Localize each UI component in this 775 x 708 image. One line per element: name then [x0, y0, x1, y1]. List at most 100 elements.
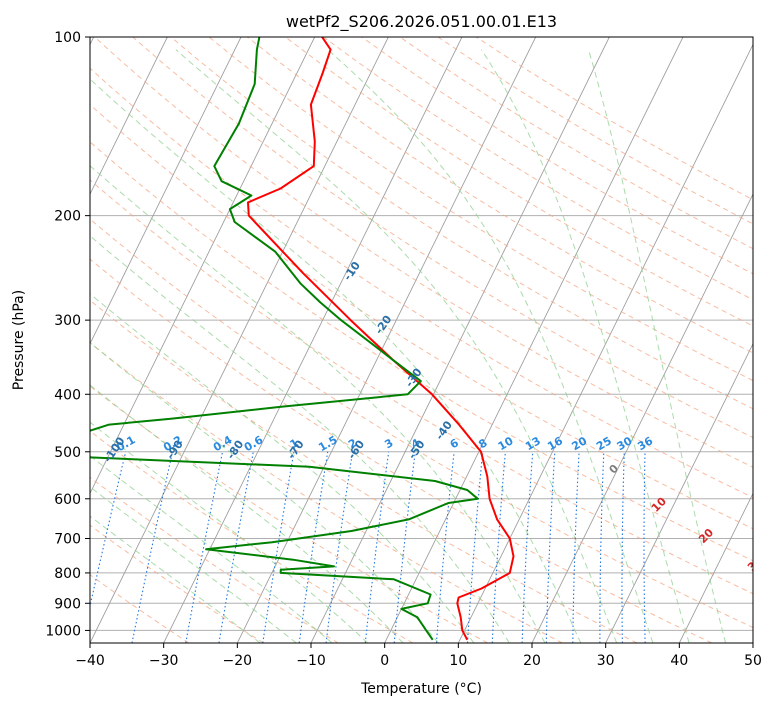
mixing-ratio-line [621, 451, 625, 643]
mixing-ratio-line [131, 451, 174, 643]
dry-adiabat-label: -20 [372, 313, 394, 337]
dry-adiabat-line [90, 218, 753, 629]
y-tick-label: 200 [54, 209, 81, 225]
y-tick-label: 500 [54, 445, 81, 461]
mixing-ratio-line [599, 451, 605, 643]
y-tick-label: 400 [54, 387, 81, 403]
mixing-ratio-line [393, 451, 416, 643]
plot-frame [89, 36, 754, 644]
dry-adiabat-line [90, 179, 753, 595]
annotations-group: 0.1 0.2 0.4 0.6 1 1.5 2 3 4 6 8 10 13 16 20 25 30 36-100-… [101, 259, 765, 574]
temperature-line [247, 37, 515, 641]
isotherm-line [457, 43, 753, 643]
moist-adiabat-line [480, 49, 690, 643]
dry-adiabat-line [208, 37, 753, 382]
x-tick-label: 20 [523, 653, 541, 669]
dry-adiabat-line [323, 37, 753, 301]
dry-adiabat-line [399, 37, 753, 250]
y-tick-label: 800 [54, 566, 81, 582]
y-tick-label: 700 [54, 532, 81, 548]
dry-adiabat-line [90, 258, 712, 643]
moist-adiabat-line [90, 515, 261, 643]
mixing-ratio-label: 36 [635, 434, 655, 453]
y-tick-label: 1000 [45, 623, 81, 639]
mixing-ratio-label: 6 [448, 436, 461, 451]
x-tick-label: 0 [380, 653, 389, 669]
moist-adiabat-label: 10 [649, 494, 669, 514]
mixing-ratio-line [521, 451, 534, 643]
mixing-ratio-label: 25 [594, 434, 614, 453]
mixing-ratio-line [90, 451, 127, 609]
dry-adiabat-line [285, 37, 753, 327]
mixing-ratio-label: 10 [496, 434, 516, 453]
chart-title: wetPf2_S206.2026.051.00.01.E13 [286, 12, 557, 32]
y-tick-label: 100 [54, 30, 81, 46]
isotherm-line [605, 342, 753, 643]
dry-adiabat-line [90, 341, 563, 643]
isotherm-line [90, 37, 168, 196]
dry-adiabat-line [475, 37, 753, 201]
x-tick-label: −30 [149, 653, 179, 669]
isotherm-line [90, 37, 242, 345]
x-tick-label: 30 [597, 653, 615, 669]
dry-adiabat-line [132, 37, 753, 439]
mixing-ratio-line [643, 451, 646, 643]
mixing-ratio-line [364, 451, 390, 643]
background-lines [90, 37, 753, 643]
mixing-ratio-line [435, 451, 455, 643]
isotherm-line [678, 492, 753, 643]
dry-adiabat-line [90, 299, 638, 643]
x-axis-label: Temperature (°C) [360, 681, 482, 697]
y-tick-label: 300 [54, 313, 81, 329]
mixing-ratio-label: 0.6 [242, 433, 266, 454]
moist-adiabat-label: 20 [696, 526, 716, 546]
mixing-ratio-line [572, 451, 580, 643]
x-tick-label: 50 [744, 653, 762, 669]
axes-group: −40 −30 −20 −10 0 10 20 30 40 5010020030040050060… [45, 30, 762, 669]
dry-adiabat-label: -10 [341, 259, 363, 283]
moist-adiabat-line [90, 342, 439, 643]
moist-adiabat-line [90, 235, 510, 643]
dry-adiabat-line [90, 67, 753, 499]
isotherm-line [163, 37, 463, 643]
dry-adiabat-line [90, 385, 488, 643]
moist-adiabat-line [175, 49, 618, 643]
moist-adiabat-line [90, 293, 475, 643]
dry-adiabat-line [90, 476, 339, 643]
mixing-ratio-line [466, 451, 484, 643]
series-group [90, 37, 515, 641]
dry-adiabat-line [170, 37, 753, 410]
x-tick-label: −40 [75, 653, 105, 669]
dry-adiabat-line [246, 37, 753, 354]
dewpoint-line [90, 37, 479, 641]
moist-adiabat-line [90, 455, 333, 643]
moist-adiabat-line [90, 486, 297, 643]
dry-adiabat-line [361, 37, 753, 275]
dry-adiabat-line [90, 141, 753, 562]
dry-adiabat-line [90, 574, 190, 643]
moist-adiabat-line [588, 49, 727, 643]
isotherm-line [531, 193, 753, 643]
mixing-ratio-label: 20 [569, 434, 589, 453]
x-tick-label: −10 [296, 653, 326, 669]
y-axis-label: Pressure (hPa) [11, 290, 27, 390]
isotherm-line [236, 37, 537, 643]
dry-adiabat-line [90, 430, 414, 643]
x-tick-label: 40 [670, 653, 688, 669]
mixing-ratio-label: 3 [382, 436, 395, 451]
y-tick-label: 900 [54, 596, 81, 612]
moist-adiabat-label: 0 [607, 462, 622, 477]
dry-adiabat-line [90, 104, 753, 530]
moist-adiabat-line [90, 384, 404, 643]
mixing-ratio-label: 13 [523, 434, 543, 453]
mixing-ratio-line [491, 451, 506, 643]
moist-adiabat-label: 30 [745, 554, 765, 574]
isotherm-line [90, 37, 389, 643]
mixing-ratio-line [325, 451, 354, 643]
y-tick-label: 600 [54, 492, 81, 508]
x-tick-label: −20 [223, 653, 253, 669]
moist-adiabat-line [90, 165, 546, 643]
mixing-ratio-line [262, 451, 295, 643]
mixing-ratio-line [545, 451, 556, 643]
